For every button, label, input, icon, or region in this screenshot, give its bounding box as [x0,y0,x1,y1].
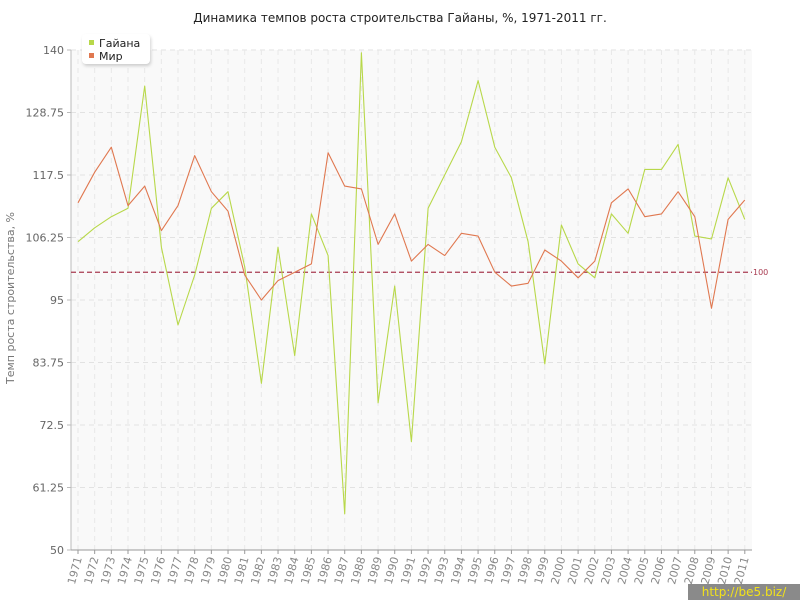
y-tick-labels: 50 61.25 72.5 83.75 95 106.25 117.5 128.75 140 [26,44,65,557]
reference-line-group: 100 [71,268,768,277]
x-tick-label: 2011 [732,555,752,585]
series-line-guyana [77,52,746,515]
legend-label-guyana: Гайана [99,37,141,50]
watermark[interactable]: http://be5.biz/ [688,584,800,600]
legend-swatch-guyana [89,40,94,45]
grid [71,49,752,551]
y-tick-label: 140 [43,44,64,57]
legend: Гайана Мир [82,34,150,64]
y-tick-label: 61.25 [33,482,65,495]
y-tick-label: 50 [50,544,64,557]
y-axis-label: Темп роста строительства, % [4,212,17,385]
y-tick-label: 117.5 [33,169,65,182]
reference-line-label: 100 [753,268,768,277]
series-line-world [77,146,746,309]
series-lines [77,52,746,515]
y-tick-label: 95 [50,294,64,307]
legend-label-world: Мир [99,50,123,63]
axes [67,49,752,554]
y-tick-label: 106.25 [26,232,65,245]
legend-swatch-world [89,53,94,58]
y-tick-label: 72.5 [40,419,65,432]
y-tick-label: 128.75 [26,107,65,120]
y-tick-label: 83.75 [33,357,65,370]
legend-item-guyana[interactable]: Гайана [89,37,140,50]
legend-item-world[interactable]: Мир [89,50,123,63]
chart-title: Динамика темпов роста строительства Гайа… [193,11,607,25]
x-tick-labels: 1971197219731974197519761977197819791980… [65,555,752,585]
